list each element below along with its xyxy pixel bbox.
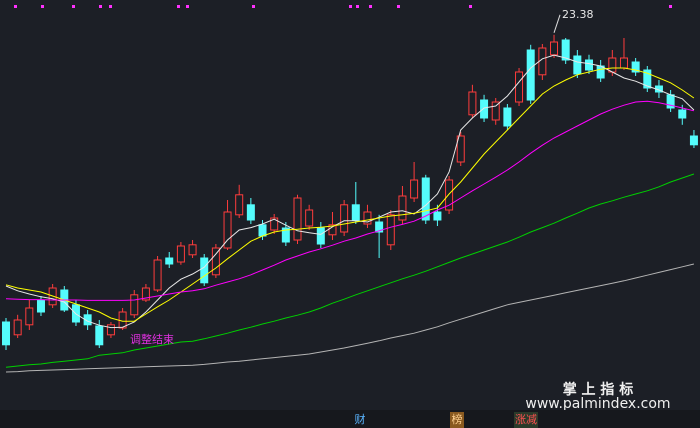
candle-body bbox=[480, 99, 489, 119]
candle-body bbox=[176, 245, 185, 263]
candle-body bbox=[293, 197, 302, 241]
plot: 23.38 bbox=[2, 8, 698, 373]
candle-body bbox=[246, 204, 255, 221]
candle-body bbox=[153, 259, 162, 291]
watermark-title: 掌 上 指 标 bbox=[563, 381, 634, 398]
ma-line bbox=[5, 173, 695, 368]
candle-body bbox=[258, 224, 267, 237]
candle-body bbox=[619, 57, 628, 69]
candle-body bbox=[211, 247, 220, 276]
tab-bg bbox=[450, 412, 464, 428]
candle-body bbox=[13, 319, 22, 336]
candle-body bbox=[456, 135, 465, 163]
candle-body bbox=[235, 194, 244, 216]
candle-body bbox=[200, 257, 209, 284]
candle-body bbox=[328, 224, 337, 236]
candle-body bbox=[351, 204, 360, 221]
candle-body bbox=[398, 195, 407, 221]
high-label: 23.38 bbox=[562, 8, 594, 21]
candle-body bbox=[445, 179, 454, 211]
candle-body bbox=[491, 101, 500, 121]
candle-body bbox=[223, 211, 232, 249]
ma-line bbox=[5, 67, 695, 322]
candle-body bbox=[503, 107, 512, 127]
signal-dots bbox=[14, 5, 672, 8]
candle-body bbox=[515, 71, 524, 103]
candle-body bbox=[550, 41, 559, 56]
candle-body bbox=[281, 227, 290, 243]
candle-body bbox=[141, 287, 150, 301]
watermark-url: www.palmindex.com bbox=[525, 396, 670, 412]
candle-body bbox=[538, 47, 547, 76]
candle-body bbox=[585, 59, 593, 71]
candle-body bbox=[689, 135, 698, 146]
candle-body bbox=[130, 294, 139, 316]
tab-bg bbox=[514, 412, 538, 428]
ma-line bbox=[5, 100, 695, 301]
candle-body bbox=[608, 57, 617, 73]
candle-body bbox=[410, 179, 419, 199]
candle-body bbox=[375, 221, 384, 233]
candle-body bbox=[25, 307, 34, 326]
candle-body bbox=[561, 39, 570, 61]
candle-body bbox=[678, 109, 687, 119]
candle-body bbox=[631, 61, 640, 73]
ma-line bbox=[5, 263, 695, 373]
candle-body bbox=[2, 321, 10, 346]
annotation: 调整结束 bbox=[130, 332, 174, 346]
candle-body bbox=[316, 227, 325, 245]
candle-body bbox=[468, 91, 477, 116]
candle-body bbox=[36, 299, 45, 313]
footer-bar bbox=[0, 410, 700, 428]
candle-body bbox=[421, 177, 430, 221]
candle-body bbox=[340, 204, 349, 233]
candle-body bbox=[573, 55, 582, 75]
footer-tab[interactable]: 财 bbox=[355, 412, 366, 426]
candle-body bbox=[526, 49, 535, 101]
candle-body bbox=[643, 69, 652, 89]
candle-body bbox=[270, 217, 279, 231]
candle-body bbox=[188, 244, 197, 256]
footer-tab[interactable]: 涨减 bbox=[515, 413, 537, 426]
candle-body bbox=[433, 211, 442, 221]
candle-body bbox=[363, 211, 372, 225]
candle-body bbox=[83, 314, 92, 326]
ma-line bbox=[5, 54, 695, 329]
candle-body bbox=[386, 214, 395, 246]
candle-body bbox=[165, 257, 174, 265]
candle-body bbox=[106, 324, 115, 336]
high-pointer bbox=[553, 14, 561, 33]
candle-body bbox=[95, 325, 104, 346]
footer-tab[interactable]: 榜 bbox=[452, 412, 463, 426]
candle-body bbox=[305, 209, 314, 227]
